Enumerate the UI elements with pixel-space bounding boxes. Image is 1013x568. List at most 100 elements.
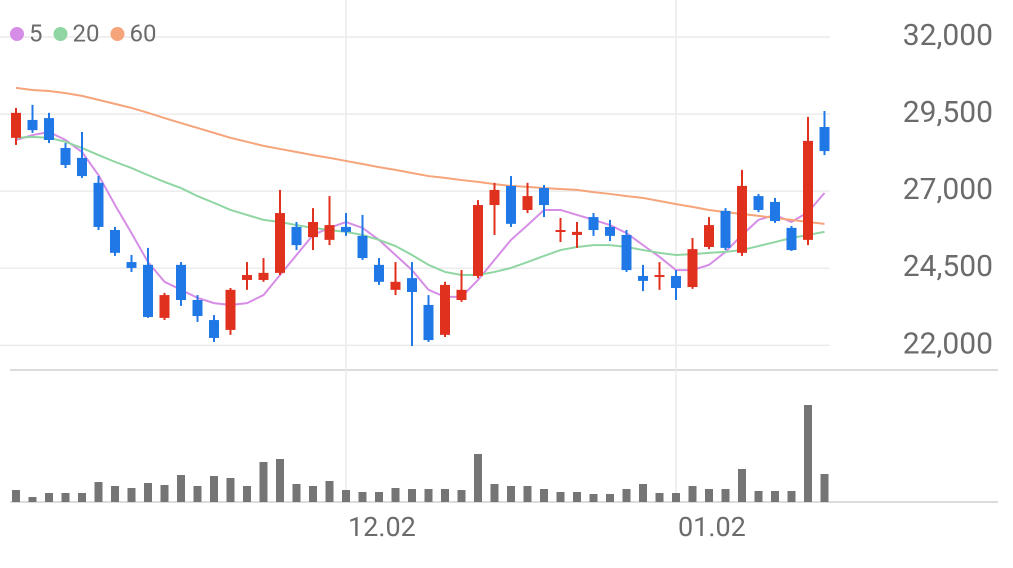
moving-average-line (15, 130, 826, 306)
volume-bar (144, 483, 152, 502)
candle-body (308, 222, 318, 238)
volume-bar (589, 494, 598, 502)
candle-body (621, 234, 632, 271)
volume-bar (573, 492, 581, 502)
volume-bar (94, 482, 103, 502)
volume-bar (160, 485, 169, 502)
volume-bar (45, 493, 53, 502)
candle-body (77, 157, 87, 177)
x-tick-label: 01.02 (678, 511, 746, 543)
volume-bar (61, 493, 70, 502)
candle-body (605, 226, 615, 236)
candle-body (522, 196, 533, 210)
volume-bar (358, 492, 367, 502)
candle-body (423, 304, 434, 341)
y-tick-label: 27,000 (903, 172, 993, 207)
volume-bar (507, 486, 515, 502)
volume-bar (193, 486, 202, 502)
candle-body (687, 249, 698, 288)
volume-bar (804, 405, 812, 502)
volume-bar (78, 493, 86, 502)
volume-bar (292, 484, 301, 502)
volume-bar (655, 493, 664, 502)
volume-bar (28, 497, 37, 502)
candle-body (704, 225, 714, 247)
candle-body (291, 226, 302, 246)
volume-bar (309, 486, 317, 502)
candle-body (242, 275, 252, 280)
candle-body (44, 118, 54, 140)
legend-label: 5 (29, 19, 43, 47)
candle-body (638, 275, 648, 281)
volume-bar (12, 490, 20, 502)
volume-bar (375, 492, 383, 502)
y-tick-label: 22,000 (903, 326, 993, 361)
volume-bar (127, 488, 136, 502)
candle-body (539, 188, 549, 206)
volume-bar (820, 474, 829, 502)
volume-bar (457, 490, 466, 502)
volume-bar (226, 478, 235, 502)
volume-bar (408, 489, 416, 502)
volume-bar (556, 492, 565, 502)
candle-body (786, 227, 797, 251)
candle-body (126, 262, 137, 268)
legend-label: 60 (129, 19, 156, 47)
volume-bar (523, 486, 532, 502)
candle-body (473, 205, 483, 276)
candle-body (357, 235, 368, 259)
candle-body (93, 182, 104, 227)
volume-bar (259, 462, 268, 502)
legend-marker (10, 27, 24, 41)
volume-bar (424, 489, 433, 502)
candle-body (341, 226, 351, 232)
legend-marker (53, 27, 68, 41)
candle-body (225, 289, 236, 330)
volume-bar (276, 459, 284, 502)
moving-average-line (15, 86, 825, 225)
candle-body (737, 185, 747, 253)
candle-body (489, 189, 500, 206)
candle-body (390, 281, 401, 290)
candle-body (456, 289, 467, 301)
volume-bar (721, 489, 730, 502)
volume-bar (771, 491, 779, 502)
volume-bar (705, 489, 713, 502)
candle-body (555, 230, 566, 233)
volume-bar (441, 489, 449, 502)
candle-body (803, 140, 813, 240)
volume-bar (391, 488, 400, 502)
candle-body (588, 217, 599, 231)
volume-bar (325, 481, 334, 502)
volume-bar (622, 489, 631, 502)
candle-body (671, 275, 681, 288)
volume-bar (688, 486, 697, 502)
volume-bar (111, 486, 119, 502)
volume-bar (606, 494, 614, 502)
candle-body (572, 231, 582, 235)
volume-bar (639, 484, 647, 502)
legend-marker (110, 27, 125, 41)
candle-body (27, 119, 38, 131)
candle-body (110, 230, 120, 253)
candle-body (159, 295, 170, 318)
volume-bar (210, 476, 218, 502)
volume-bar (243, 486, 251, 502)
candle-body (819, 127, 830, 152)
candle-body (275, 213, 285, 273)
candle-body (506, 185, 516, 224)
candle-body (770, 201, 780, 222)
volume-bar (540, 489, 548, 502)
candle-body (11, 112, 21, 138)
volume-bar (754, 491, 763, 502)
candle-body (753, 196, 764, 210)
candle-body (324, 225, 335, 240)
x-tick-label: 12.02 (348, 511, 416, 543)
volume-bar (738, 469, 746, 502)
candle-body (440, 284, 450, 335)
candle-body (407, 278, 417, 292)
y-tick-label: 32,000 (903, 18, 993, 53)
candle-body (60, 148, 71, 165)
volume-bar (474, 454, 482, 502)
candle-body (654, 275, 665, 278)
